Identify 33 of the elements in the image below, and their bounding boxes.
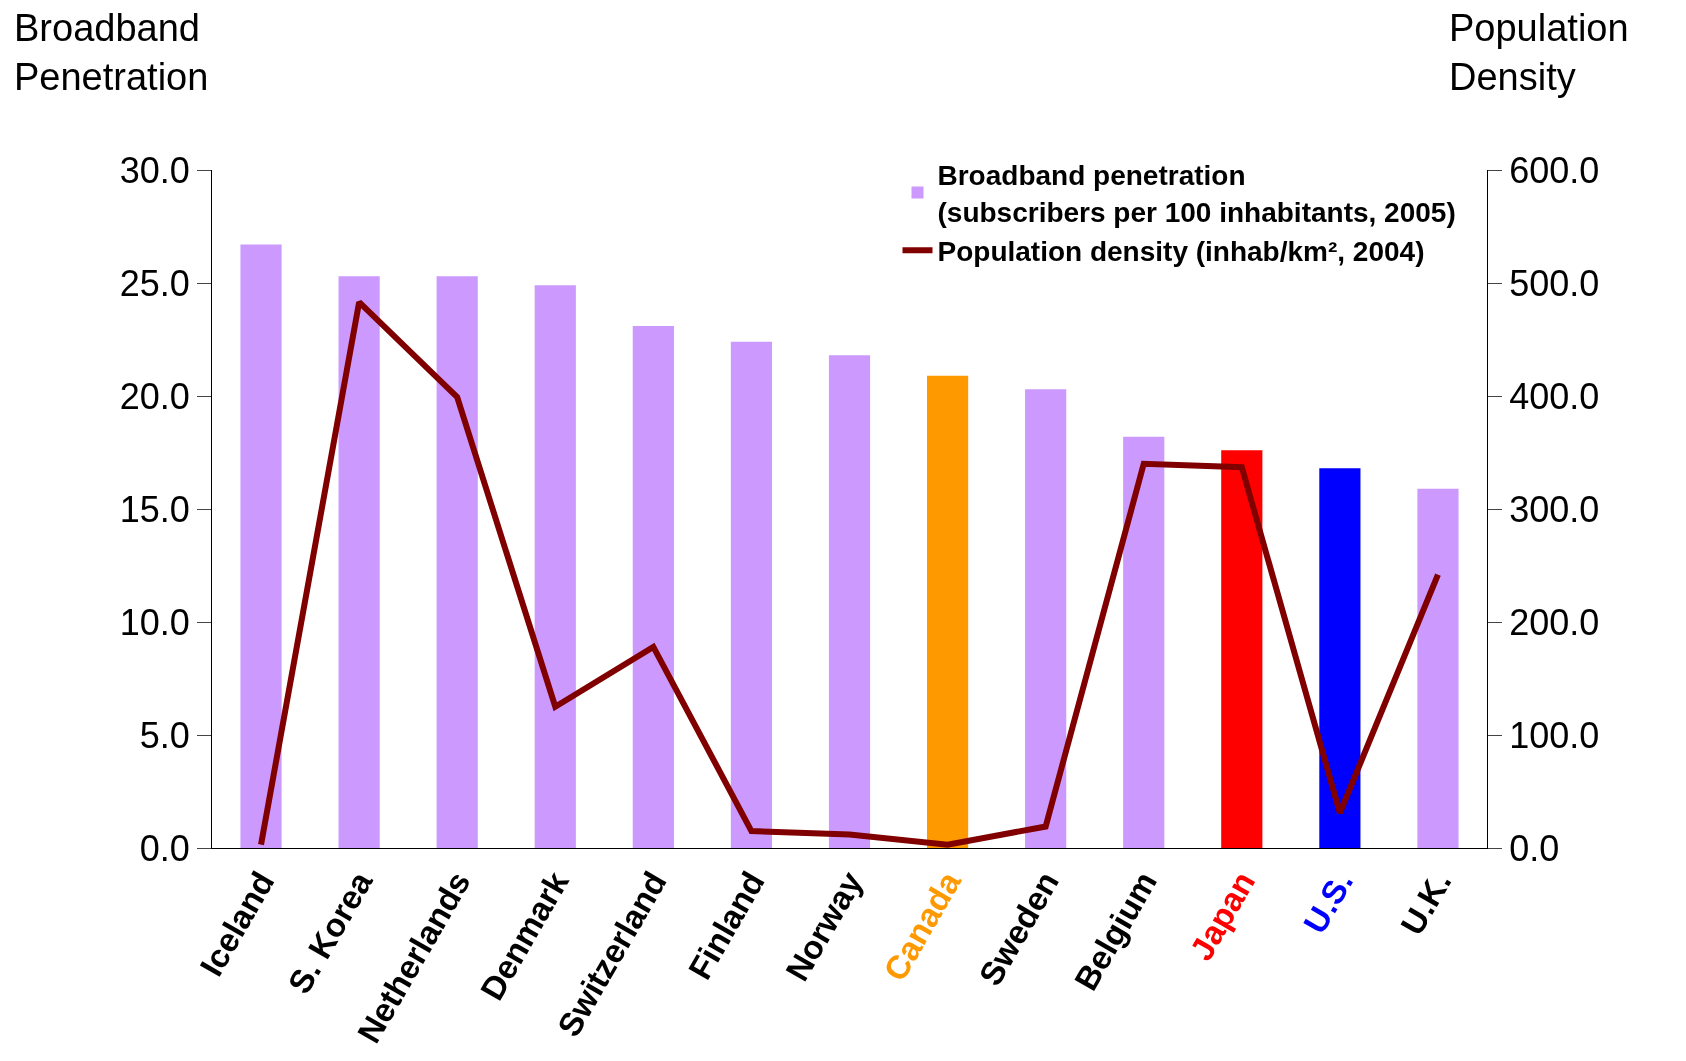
bar (240, 244, 282, 848)
y-tick-label: 5.0 (139, 714, 190, 756)
y2-tick-label: 600.0 (1509, 149, 1600, 191)
y-tick-label: 15.0 (119, 488, 190, 530)
bar (338, 276, 380, 848)
bar (1319, 468, 1361, 848)
y2-tick-label: 300.0 (1509, 488, 1600, 530)
y-tick-label: 10.0 (119, 601, 190, 643)
x-tick-label: U.K. (1393, 865, 1459, 942)
y-tick-label: 25.0 (119, 262, 190, 304)
y-axis-title: Broadband Penetration (14, 7, 209, 99)
bar (730, 341, 773, 848)
bar (534, 285, 576, 848)
bar (632, 325, 674, 848)
bar (1025, 389, 1067, 848)
y2-tick-label: 200.0 (1509, 601, 1600, 643)
bar (926, 375, 969, 848)
legend-label: Population density (inhab/km², 2004) (937, 236, 1425, 268)
bar (1221, 450, 1263, 848)
y2-tick-label: 100.0 (1509, 714, 1600, 756)
bar (1123, 436, 1165, 848)
x-tick-label: U.S. (1296, 865, 1361, 940)
y-tick-label: 20.0 (119, 375, 190, 417)
y2-tick-label: 0.0 (1509, 827, 1560, 869)
bar (1417, 488, 1459, 848)
bar (436, 276, 478, 848)
y-tick-label: 30.0 (119, 149, 190, 191)
y2-tick-label: 500.0 (1509, 262, 1600, 304)
y-tick-label: 0.0 (139, 827, 190, 869)
legend-label: Broadband penetration (subscribers per 100 inhabitants, 2005) (937, 160, 1456, 228)
y2-axis-title: Population Density (1449, 7, 1629, 99)
bar (828, 355, 871, 848)
y2-tick-label: 400.0 (1509, 375, 1600, 417)
